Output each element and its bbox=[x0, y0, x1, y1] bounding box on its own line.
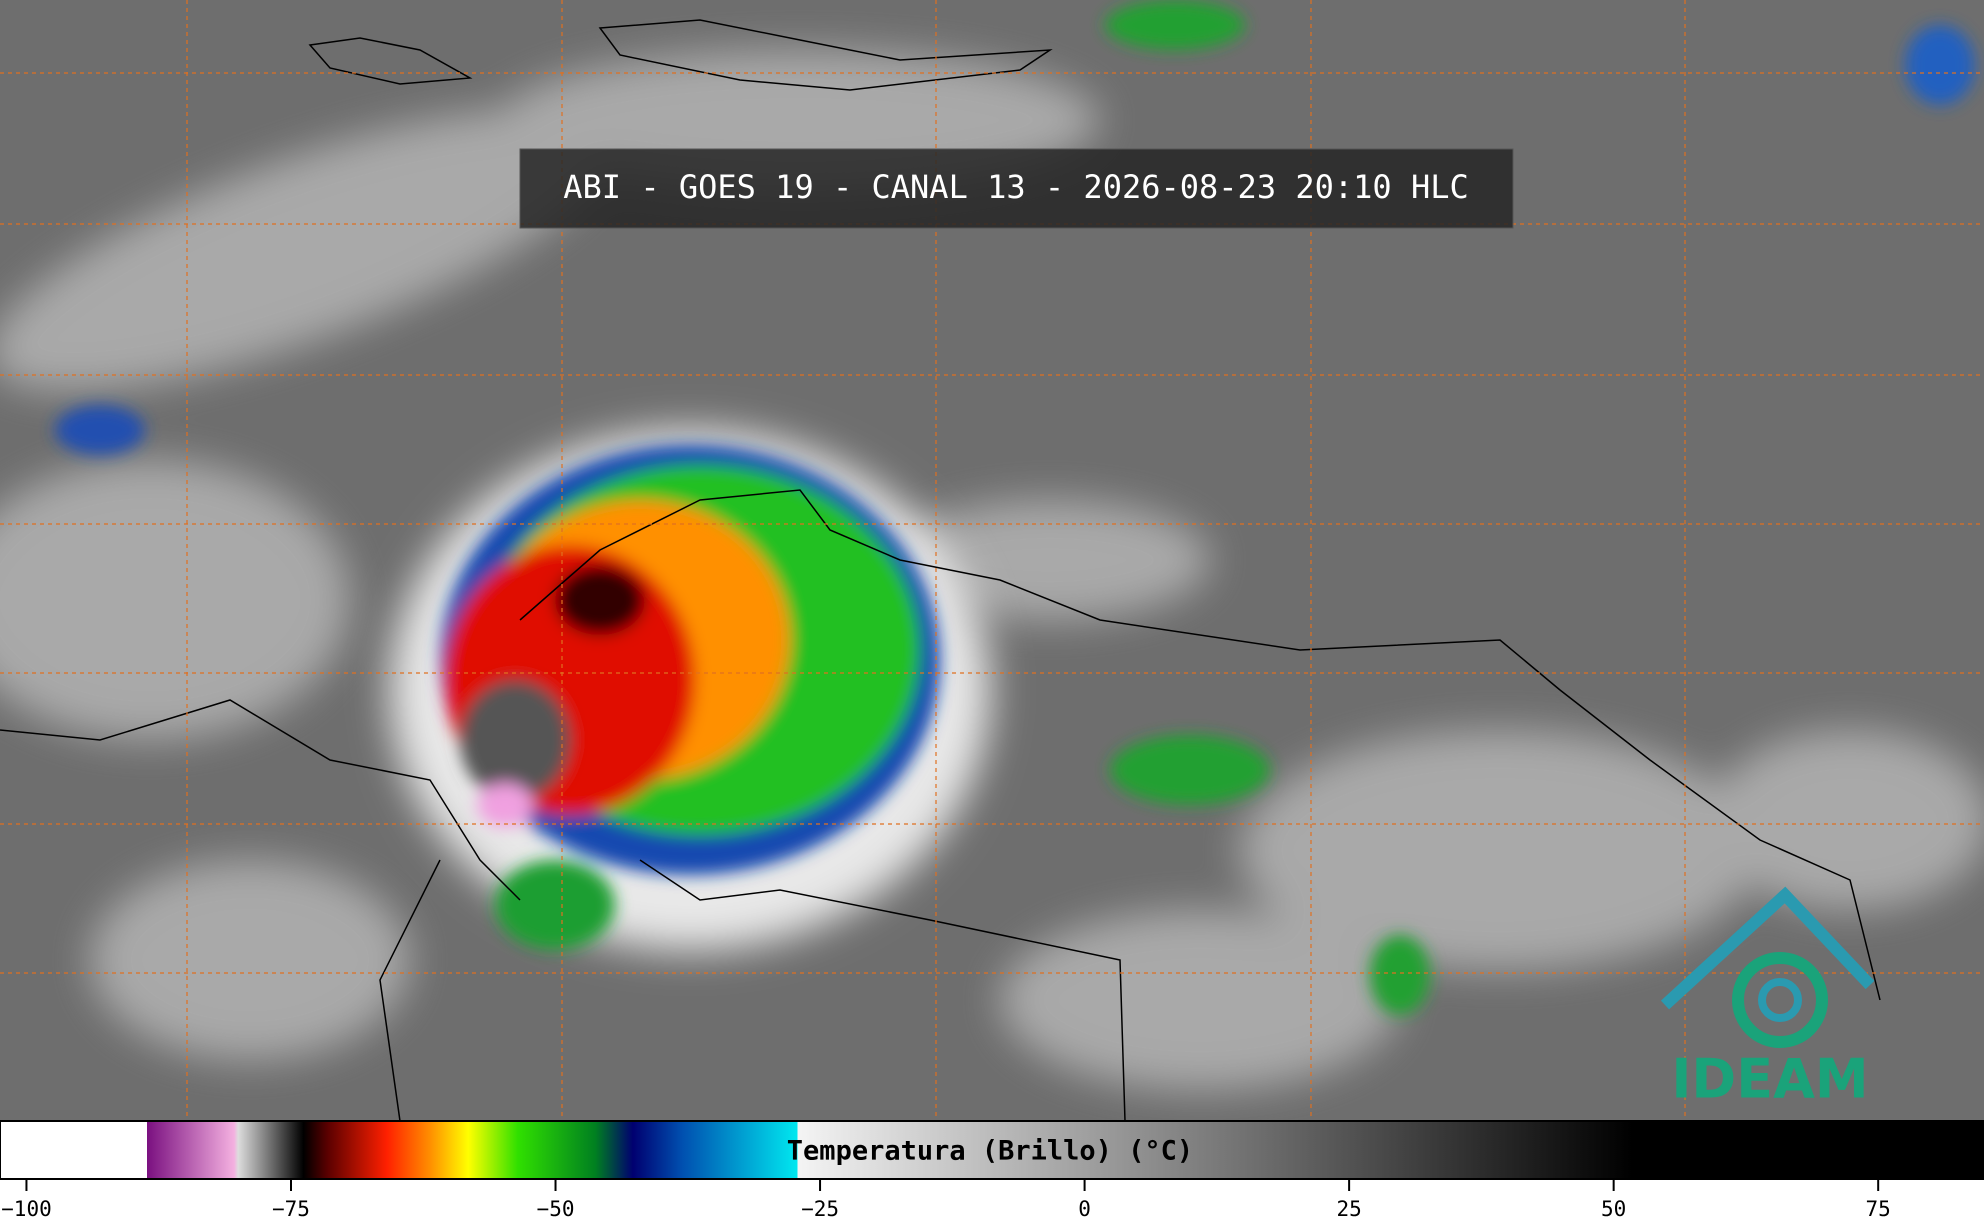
logo-text: IDEAM bbox=[1671, 1048, 1868, 1111]
tick-label: 50 bbox=[1601, 1197, 1626, 1221]
title: ABI - GOES 19 - CANAL 13 - 2026-08-23 20… bbox=[563, 168, 1468, 206]
colorbar bbox=[0, 1120, 1984, 1180]
tick-label: −50 bbox=[537, 1197, 575, 1221]
colorbar-ticks: −100 −75 −50 −25 0 25 50 75 bbox=[1, 1179, 1891, 1221]
logo: IDEAM bbox=[1660, 886, 1875, 1111]
colorbar-label: Temperatura (Brillo) (°C) bbox=[787, 1136, 1193, 1167]
tick-label: 0 bbox=[1078, 1197, 1091, 1221]
title-box bbox=[519, 148, 1514, 229]
tick-label: 25 bbox=[1336, 1197, 1361, 1221]
tick-label: −75 bbox=[272, 1197, 310, 1221]
tick-label: −100 bbox=[1, 1197, 52, 1221]
tick-label: 75 bbox=[1866, 1197, 1891, 1221]
tick-label: −25 bbox=[801, 1197, 839, 1221]
